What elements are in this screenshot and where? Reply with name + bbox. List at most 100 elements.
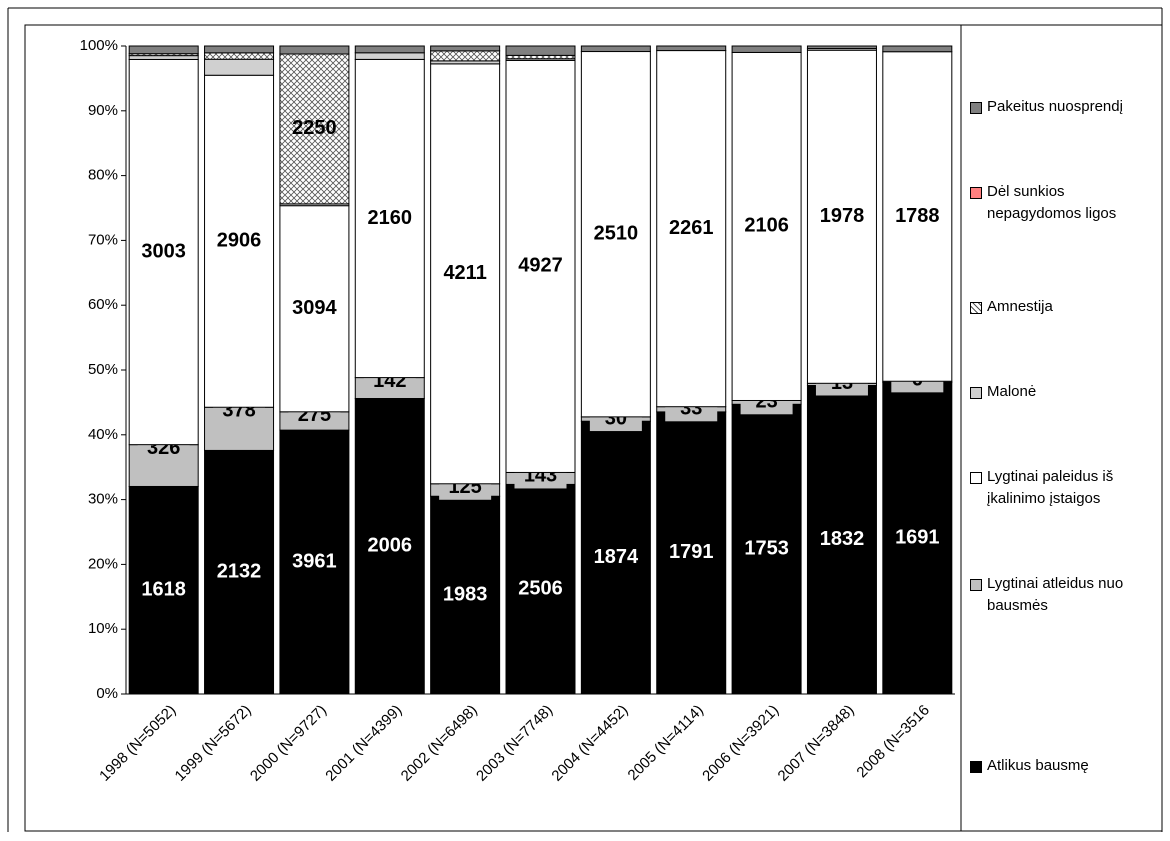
legend-label: Lygtinai atleidus nuo bausmės xyxy=(987,575,1124,614)
bar-segment xyxy=(430,50,501,62)
data-label: 3094 xyxy=(292,297,337,319)
y-tick-label: 10% xyxy=(88,620,118,637)
x-tick-label: 2005 (N=4114) xyxy=(625,702,707,784)
legend-entry: Malonė xyxy=(970,381,1160,403)
legend-label: Pakeitus nuosprendį xyxy=(987,98,1123,115)
bar-segment xyxy=(731,45,802,53)
bar-segment xyxy=(505,54,576,60)
data-label: 2510 xyxy=(594,222,639,244)
bar-segment xyxy=(354,398,425,695)
x-tick-label: 2000 (N=9727) xyxy=(247,702,330,785)
legend-label: Dėl sunkios nepagydomos ligos xyxy=(987,183,1117,222)
bar-segment xyxy=(354,52,425,60)
x-tick-label: 2008 (N=3516 xyxy=(853,702,933,782)
bar-segment xyxy=(430,45,501,52)
x-tick-label: 2007 (N=3848) xyxy=(775,702,858,785)
data-label: 1691 xyxy=(895,526,940,548)
y-tick-label: 40% xyxy=(88,426,118,443)
y-tick-label: 20% xyxy=(88,555,118,572)
data-label: 2006 xyxy=(368,535,413,557)
legend-label: Lygtinai paleidus iš įkalinimo įstaigos xyxy=(987,468,1114,507)
data-label: 1788 xyxy=(895,205,940,227)
data-label: 1874 xyxy=(594,546,639,568)
data-label: 1832 xyxy=(820,528,865,550)
y-tick-label: 50% xyxy=(88,361,118,378)
bar-segment xyxy=(279,429,350,695)
bar-segment xyxy=(128,45,199,55)
legend-swatch xyxy=(970,102,982,114)
bar-segment xyxy=(430,495,501,695)
legend-entry: Pakeitus nuosprendį xyxy=(970,96,1160,118)
legend-swatch xyxy=(970,302,982,314)
legend-entry: Dėl sunkios nepagydomos ligos xyxy=(970,181,1160,225)
bar-segment xyxy=(882,45,953,53)
y-tick-label: 100% xyxy=(80,37,118,54)
data-label: 2160 xyxy=(368,207,413,229)
data-label: 2261 xyxy=(669,217,714,239)
x-tick-label: 1998 (N=5052) xyxy=(96,702,179,785)
bar-segment xyxy=(204,45,275,54)
bar-segment xyxy=(656,411,727,695)
data-label: 2506 xyxy=(518,577,563,599)
data-label: 1978 xyxy=(820,205,865,227)
bar-segment xyxy=(656,45,727,52)
bar-segment xyxy=(806,384,877,695)
data-label: 3003 xyxy=(141,240,186,262)
legend-label: Atlikus bausmę xyxy=(987,757,1089,774)
bar-segment xyxy=(128,485,199,695)
legend-swatch xyxy=(970,579,982,591)
bar-segment xyxy=(656,50,727,408)
data-label: 1618 xyxy=(141,579,186,601)
bar-segment xyxy=(882,51,953,382)
data-label: 4927 xyxy=(518,255,563,277)
bar-segment xyxy=(279,45,350,55)
x-tick-label: 1999 (N=5672) xyxy=(172,702,255,785)
y-tick-label: 90% xyxy=(88,102,118,119)
bar-segment xyxy=(505,45,576,56)
data-label: 4211 xyxy=(443,262,486,284)
y-tick-label: 0% xyxy=(96,685,118,702)
data-label: 1983 xyxy=(443,583,488,605)
legend-entry: Lygtinai atleidus nuo bausmės xyxy=(970,573,1160,617)
y-tick-label: 60% xyxy=(88,296,118,313)
bar-segment xyxy=(505,483,576,695)
legend-swatch xyxy=(970,761,982,773)
y-tick-label: 30% xyxy=(88,491,118,508)
bar-segment xyxy=(204,74,275,408)
data-label: 2106 xyxy=(744,215,789,237)
bar-segment xyxy=(430,63,501,485)
bar-segment xyxy=(204,449,275,695)
legend-swatch xyxy=(970,187,982,199)
bar-segment xyxy=(731,51,802,401)
legend-entry: Amnestija xyxy=(970,296,1160,318)
x-tick-label: 2002 (N=6498) xyxy=(398,702,481,785)
bar-segment xyxy=(806,49,877,384)
legend-entry: Atlikus bausmę xyxy=(970,755,1160,777)
data-label: 3961 xyxy=(292,550,337,572)
bar-segment xyxy=(505,59,576,473)
bar-segment xyxy=(354,45,425,54)
legend-label: Amnestija xyxy=(987,298,1053,315)
data-label: 2132 xyxy=(217,560,262,582)
bar-segment xyxy=(204,52,275,60)
x-tick-label: 2004 (N=4452) xyxy=(548,702,631,785)
x-tick-label: 2003 (N=7748) xyxy=(473,702,556,785)
legend-swatch xyxy=(970,472,982,484)
legend-label: Malonė xyxy=(987,383,1037,400)
legend-entry: Lygtinai paleidus iš įkalinimo įstaigos xyxy=(970,466,1160,510)
bar-segment xyxy=(128,58,199,446)
bar-segment xyxy=(128,55,199,60)
y-tick-label: 80% xyxy=(88,167,118,184)
bar-segment xyxy=(204,58,275,76)
x-tick-label: 2006 (N=3921) xyxy=(699,702,782,785)
y-tick-label: 70% xyxy=(88,231,118,248)
data-label: 1791 xyxy=(669,541,714,563)
bar-segment xyxy=(806,45,877,50)
bar-segment xyxy=(580,45,651,53)
data-label: 1753 xyxy=(744,537,789,559)
data-label: 2250 xyxy=(292,117,337,139)
legend-box xyxy=(960,24,1163,832)
data-label: 2906 xyxy=(217,230,262,252)
